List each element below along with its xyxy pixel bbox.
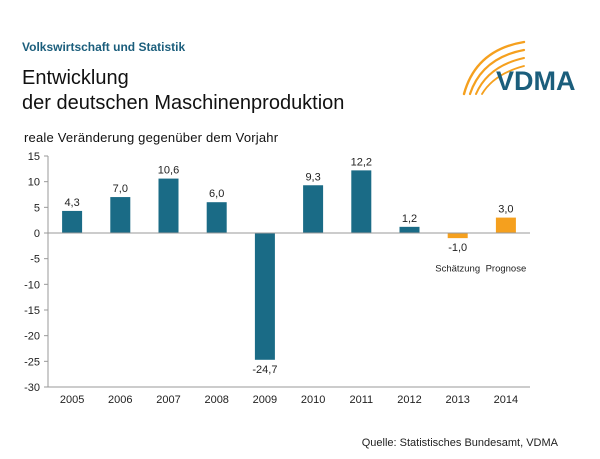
data-label: 7,0 [113,183,128,195]
y-tick-label: -25 [24,356,40,368]
y-axis: 15 10 5 0 -5 -10 -15 -20 -25 -30 [24,151,49,394]
y-tick-label: -15 [24,305,40,317]
x-tick-label: 2013 [445,394,469,406]
data-label: 4,3 [64,197,79,209]
data-label: 6,0 [209,188,224,200]
bar-2005 [62,210,83,233]
bar-annotation: Prognose [486,264,527,275]
x-tick-label: 2014 [494,394,518,406]
data-label: 1,2 [402,213,417,225]
data-label: 9,3 [305,171,320,183]
y-tick-label: 5 [34,202,40,214]
logo-text: VDMA [496,66,576,96]
bar-2013 [447,233,468,239]
logo-arcs [462,40,526,96]
y-tick-label: 15 [28,151,40,163]
page-title: Entwicklung der deutschen Maschinenprodu… [22,66,344,116]
bar-2006 [110,197,131,233]
data-label: 10,6 [158,165,179,177]
bar-2007 [158,178,179,233]
y-tick-label: -30 [24,382,40,394]
bar-2014 [495,217,516,233]
data-label: -24,7 [252,364,277,376]
section-heading: Volkswirtschaft und Statistik [22,40,186,54]
source-note: Quelle: Statistisches Bundesamt, VDMA [361,437,558,449]
bar-annotation: Schätzung [435,264,480,275]
y-tick-label: 10 [28,177,40,189]
x-tick-label: 2007 [156,394,180,406]
y-tick-label: 0 [34,228,40,240]
chart-ylabel: reale Veränderung gegenüber dem Vorjahr [24,130,279,145]
bar-2008 [206,202,227,233]
data-label: -1,0 [448,242,467,254]
bars: 4,3 7,0 10,6 6,0 -24,7 9,3 12,2 1,2 -1,0 Schätzun… [62,156,527,376]
x-tick-label: 2011 [349,394,373,406]
title-line-1: Entwicklung [22,67,129,89]
y-tick-label: -10 [24,279,40,291]
x-tick-label: 2005 [60,394,84,406]
bar-2009 [254,233,275,360]
vdma-logo: VDMA [462,40,576,96]
data-label: 3,0 [498,204,513,216]
x-axis: 2005 2006 2007 2008 2009 2010 2011 2012 2013 2014 [48,232,530,406]
y-tick-label: -5 [30,254,40,266]
x-tick-label: 2009 [253,394,277,406]
data-label: 12,2 [351,156,372,168]
x-tick-label: 2010 [301,394,325,406]
title-line-2: der deutschen Maschinenproduktion [22,92,345,114]
x-tick-label: 2008 [204,394,228,406]
bar-2010 [303,185,324,233]
bar-2011 [351,170,372,233]
bar-2012 [399,226,420,233]
x-tick-label: 2012 [397,394,421,406]
y-tick-label: -20 [24,331,40,343]
x-tick-label: 2006 [108,394,132,406]
